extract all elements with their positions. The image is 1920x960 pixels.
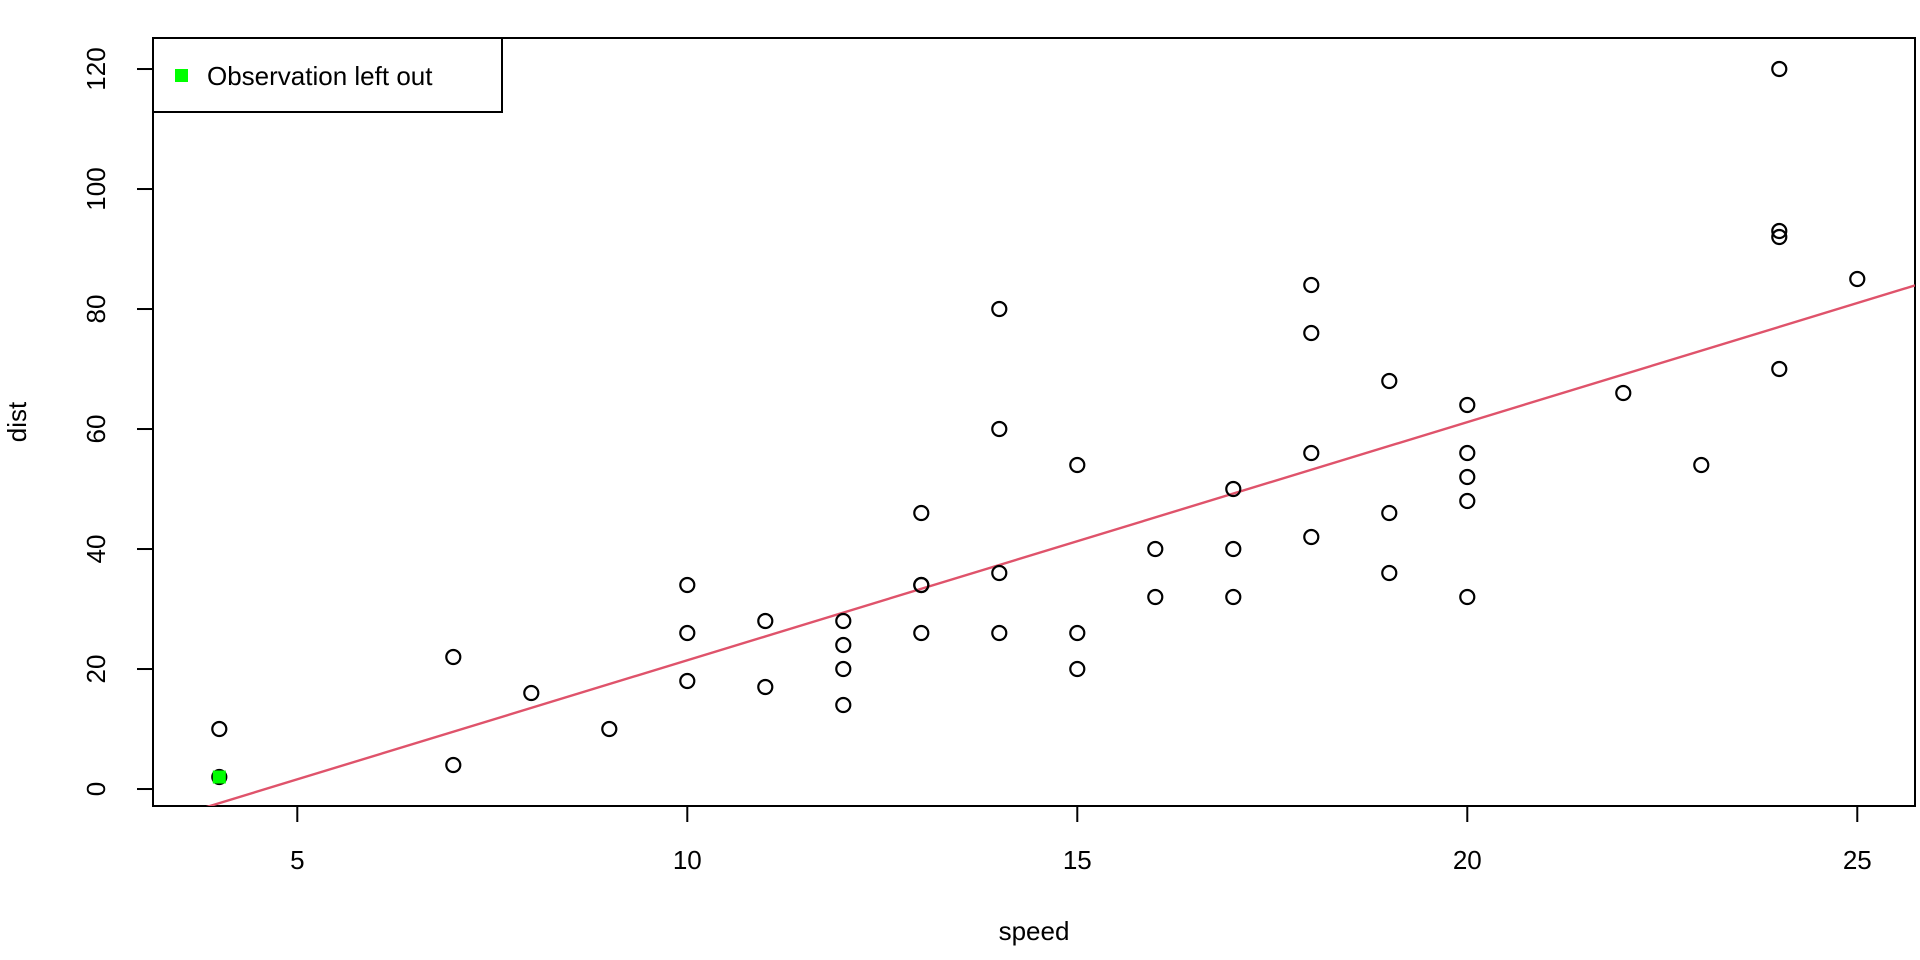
data-point xyxy=(991,300,1008,318)
left-out-point xyxy=(212,770,226,784)
data-point xyxy=(1381,564,1398,582)
y-axis-title: dist xyxy=(2,401,32,442)
data-point xyxy=(835,612,852,630)
data-point xyxy=(1225,588,1242,606)
data-point xyxy=(1303,324,1320,342)
data-point xyxy=(835,636,852,654)
data-point xyxy=(1459,492,1476,510)
data-point xyxy=(757,612,774,630)
y-tick-label: 20 xyxy=(81,655,111,684)
data-point xyxy=(1771,360,1788,378)
data-point xyxy=(913,624,930,642)
data-point xyxy=(1303,444,1320,462)
x-axis-title: speed xyxy=(999,916,1070,946)
data-point xyxy=(445,756,462,774)
data-point xyxy=(1069,456,1086,474)
data-point xyxy=(211,720,228,738)
x-tick-label: 5 xyxy=(290,845,304,875)
data-point xyxy=(1303,528,1320,546)
data-point xyxy=(913,504,930,522)
data-point xyxy=(523,684,540,702)
data-point xyxy=(835,696,852,714)
data-point xyxy=(991,624,1008,642)
legend-marker-square-icon xyxy=(175,69,188,82)
data-point xyxy=(1147,540,1164,558)
data-point xyxy=(1615,384,1632,402)
y-axis-ticks: 0 20 40 60 80 100 120 xyxy=(81,47,153,796)
y-tick-label: 40 xyxy=(81,535,111,564)
data-points-group xyxy=(211,60,1866,786)
data-point xyxy=(1771,222,1788,240)
data-point xyxy=(1459,396,1476,414)
data-point xyxy=(1771,228,1788,246)
plot-border xyxy=(152,37,1916,807)
y-tick-label: 100 xyxy=(81,167,111,210)
data-point xyxy=(913,576,930,594)
data-point xyxy=(835,660,852,678)
data-point xyxy=(211,768,228,786)
data-point xyxy=(1225,540,1242,558)
data-point xyxy=(1069,660,1086,678)
data-point xyxy=(679,672,696,690)
data-point xyxy=(601,720,618,738)
data-point xyxy=(679,624,696,642)
y-tick-label: 80 xyxy=(81,295,111,324)
legend-label: Observation left out xyxy=(207,61,433,91)
x-tick-label: 20 xyxy=(1453,845,1482,875)
legend: Observation left out xyxy=(152,37,503,113)
data-point xyxy=(1459,588,1476,606)
data-point xyxy=(1381,504,1398,522)
data-point xyxy=(757,678,774,696)
data-point xyxy=(991,420,1008,438)
data-point xyxy=(1381,372,1398,390)
data-point xyxy=(1771,60,1788,78)
x-tick-label: 10 xyxy=(673,845,702,875)
data-point xyxy=(1849,270,1866,288)
y-tick-label: 0 xyxy=(81,782,111,796)
data-point xyxy=(679,576,696,594)
data-point xyxy=(991,564,1008,582)
y-tick-label: 60 xyxy=(81,415,111,444)
data-point xyxy=(1225,480,1242,498)
data-point xyxy=(1303,276,1320,294)
data-point xyxy=(1147,588,1164,606)
x-tick-label: 15 xyxy=(1063,845,1092,875)
y-tick-label: 120 xyxy=(81,47,111,90)
data-point xyxy=(1459,444,1476,462)
data-point xyxy=(1069,624,1086,642)
legend-box xyxy=(152,37,503,113)
regression-line xyxy=(205,284,1915,806)
regression-line-group xyxy=(205,284,1915,806)
data-point xyxy=(1693,456,1710,474)
x-axis-ticks: 5 10 15 20 25 xyxy=(290,806,1872,875)
x-tick-label: 25 xyxy=(1843,845,1872,875)
data-point xyxy=(445,648,462,666)
data-point xyxy=(1459,468,1476,486)
